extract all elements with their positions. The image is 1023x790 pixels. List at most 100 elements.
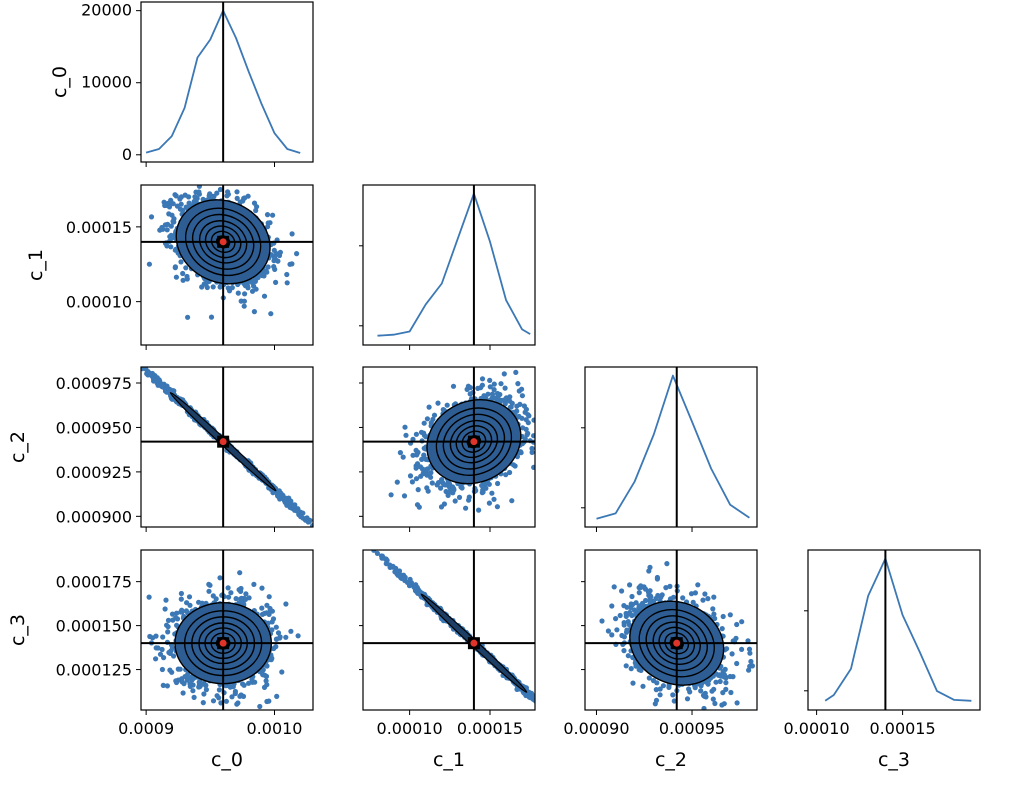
scatter-point <box>491 387 497 393</box>
scatter-point <box>495 393 502 399</box>
scatter-point <box>494 504 500 510</box>
scatter-point <box>164 227 170 233</box>
scatter-point <box>495 480 501 487</box>
scatter-point <box>166 649 172 656</box>
scatter-point <box>238 298 244 304</box>
scatter-point <box>168 235 174 242</box>
c_2_vs_c_0-truth-marker <box>218 437 228 447</box>
scatter-point <box>438 485 444 491</box>
scatter-point <box>529 449 535 455</box>
scatter-point <box>169 212 175 218</box>
scatter-point <box>467 385 473 391</box>
scatter-point <box>269 619 275 625</box>
scatter-point <box>225 585 231 591</box>
scatter-point <box>161 655 167 661</box>
scatter-point <box>201 691 207 697</box>
scatter-point <box>270 490 276 496</box>
scatter-point <box>159 224 165 231</box>
scatter-point <box>346 556 351 561</box>
scatter-point <box>266 698 272 704</box>
scatter-point <box>264 602 270 608</box>
scatter-point <box>409 479 415 485</box>
scatter-point <box>238 588 244 595</box>
scatter-point <box>253 207 259 214</box>
scatter-point <box>216 687 222 693</box>
scatter-point <box>207 582 213 588</box>
scatter-point <box>394 479 400 485</box>
scatter-point <box>475 385 481 391</box>
scatter-point <box>164 683 170 689</box>
scatter-point <box>415 449 421 455</box>
scatter-point <box>487 377 493 383</box>
scatter-point <box>223 698 229 704</box>
scatter-point <box>327 536 332 541</box>
scatter-point <box>289 231 295 237</box>
scatter-point <box>423 434 429 440</box>
scatter-point <box>261 293 268 299</box>
scatter-point <box>502 401 508 407</box>
scatter-point <box>401 493 408 499</box>
scatter-point <box>452 498 458 504</box>
scatter-point <box>217 575 223 581</box>
scatter-point <box>196 185 202 189</box>
scatter-point <box>430 416 436 422</box>
scatter-point <box>242 291 248 297</box>
c_2_vs_c_1-contour <box>455 425 493 459</box>
scatter-point <box>434 482 440 488</box>
scatter-point <box>287 504 293 510</box>
scatter-point <box>346 553 351 558</box>
scatter-point <box>541 416 546 421</box>
scatter-point <box>275 630 282 636</box>
scatter-point <box>217 186 223 193</box>
scatter-point <box>264 212 271 218</box>
scatter-point <box>163 597 169 603</box>
scatter-point <box>524 432 530 438</box>
c_2_vs_c_1-scatter-panel <box>363 367 546 527</box>
scatter-point <box>489 490 495 496</box>
c_0-density-tick-label: 0 <box>122 145 132 164</box>
scatter-point <box>444 402 450 408</box>
scatter-point <box>416 504 422 510</box>
scatter-point <box>438 504 445 510</box>
scatter-point <box>196 189 202 195</box>
scatter-point <box>185 671 191 677</box>
scatter-point <box>153 656 159 662</box>
scatter-point <box>141 367 147 369</box>
scatter-point <box>155 382 161 388</box>
scatter-point <box>310 523 313 527</box>
scatter-point <box>463 505 469 511</box>
c_1_vs_c_0-contour <box>210 230 236 253</box>
scatter-point <box>162 202 168 209</box>
scatter-point <box>413 431 419 437</box>
scatter-point <box>302 517 309 523</box>
c_3_vs_c_0-scatter-panel <box>141 550 313 710</box>
scatter-point <box>284 280 290 286</box>
scatter-point <box>503 472 509 478</box>
scatter-point <box>133 356 138 361</box>
scatter-point <box>443 488 449 495</box>
c_2_vs_c_0-scatter-panel <box>119 346 351 561</box>
scatter-point <box>251 309 257 315</box>
scatter-point <box>476 507 482 513</box>
scatter-point <box>531 417 535 423</box>
scatter-point <box>328 538 333 543</box>
scatter-point <box>294 508 300 514</box>
scatter-point <box>173 274 179 280</box>
scatter-point <box>273 279 279 285</box>
c_1_vs_c_0-contour <box>184 207 262 277</box>
scatter-point <box>177 196 183 202</box>
scatter-point <box>282 497 288 503</box>
scatter-point <box>190 688 196 694</box>
scatter-point <box>295 633 301 639</box>
scatter-point <box>417 464 424 470</box>
scatter-point <box>234 195 240 201</box>
scatter-point <box>426 404 432 410</box>
scatter-point <box>421 430 427 436</box>
scatter-point <box>425 466 431 472</box>
scatter-point <box>485 391 491 397</box>
scatter-point <box>119 346 124 351</box>
scatter-point <box>268 311 274 317</box>
scatter-point <box>149 371 155 378</box>
c_1_vs_c_0-frame <box>140 184 314 346</box>
scatter-point <box>172 265 178 271</box>
